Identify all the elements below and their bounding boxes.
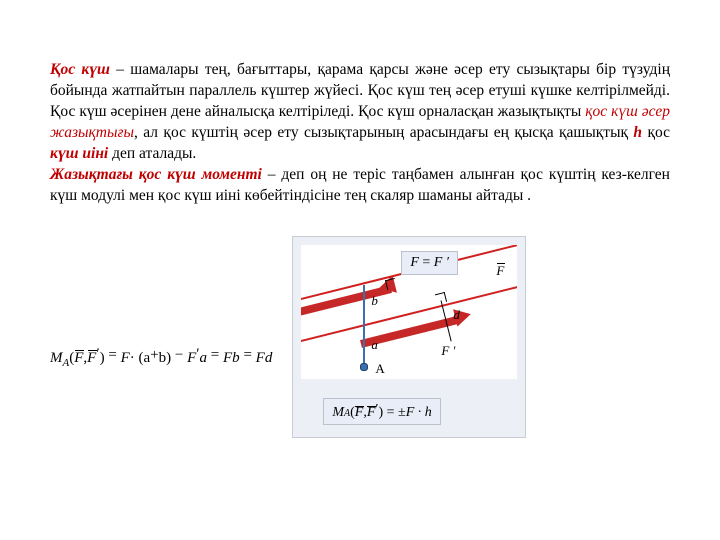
point-A	[360, 363, 368, 371]
label-A: A	[375, 361, 384, 377]
fm-close: )	[100, 350, 105, 366]
eqb-F: F	[355, 405, 364, 421]
term-moment: Жазықтағы қос күш моменті	[50, 166, 262, 183]
fm-a: a	[200, 350, 208, 366]
force-top	[301, 286, 392, 318]
fm-F2: F	[121, 350, 130, 366]
label-d: d	[453, 307, 460, 323]
fm-minus: −	[175, 347, 183, 364]
moment-formula: MA(F,F′) = F· (a+b) − F′a = Fb = Fd	[50, 350, 272, 366]
eqb-M: M	[332, 405, 344, 420]
perp-mark-d	[435, 292, 447, 304]
lower-row: MA(F,F′) = F· (a+b) − F′a = Fb = Fd	[50, 236, 670, 438]
eqb-Fh: F · h	[406, 405, 432, 420]
fm-pa: (a	[139, 350, 151, 366]
text-seg-1h: деп аталады.	[108, 145, 196, 162]
eqt-eq: =	[419, 255, 434, 270]
figure-panel: b a d A F ′ F F = F ′ MA(F,F′) = ±F · h	[292, 236, 526, 438]
fm-F3: F	[187, 350, 196, 366]
term-couple-force: Қос күш	[50, 61, 110, 78]
body-text: Қос күш – шамалары тең, бағыттары, қарам…	[50, 60, 670, 206]
formula-wrap: MA(F,F′) = F· (a+b) − F′a = Fb = Fd	[50, 306, 272, 369]
text-seg-1f: қос	[642, 124, 670, 141]
fm-Fbar2: F	[87, 350, 96, 367]
text-seg-1b: – шамалары тең, бағыттары, қарама қарсы …	[50, 61, 670, 120]
fm-eq2: =	[211, 347, 219, 364]
term-arm: күш иіні	[50, 145, 108, 162]
eqt-rhs: F ′	[434, 255, 449, 270]
fm-Fbar1: F	[74, 350, 83, 367]
eqt-lhs: F	[410, 255, 419, 270]
fm-Fd: Fd	[256, 350, 273, 366]
label-Fbar: F	[496, 263, 504, 279]
red-line-bot	[301, 283, 517, 348]
eqb-close: ) = ±	[378, 405, 405, 420]
eqb-Fp: F	[367, 405, 376, 421]
fm-M: M	[50, 350, 63, 366]
fm-dot: ·	[130, 350, 135, 366]
fm-eq3: =	[243, 347, 251, 364]
fm-Fb: Fb	[223, 350, 240, 366]
label-a: a	[371, 337, 378, 353]
page: Қос күш – шамалары тең, бағыттары, қарам…	[0, 0, 720, 458]
symbol-h: h	[633, 124, 642, 141]
fm-plus: +	[150, 347, 158, 364]
eq-box-top: F = F ′	[401, 251, 458, 275]
fm-eq1: =	[108, 347, 116, 364]
fm-pb: b)	[159, 350, 172, 366]
text-seg-1d: , ал қос күштің әсер ету сызықтарының ар…	[134, 124, 633, 141]
label-Fprime: F ′	[441, 343, 455, 359]
label-b: b	[371, 293, 378, 309]
eq-box-bottom: MA(F,F′) = ±F · h	[323, 398, 440, 425]
blue-perp	[363, 285, 365, 367]
